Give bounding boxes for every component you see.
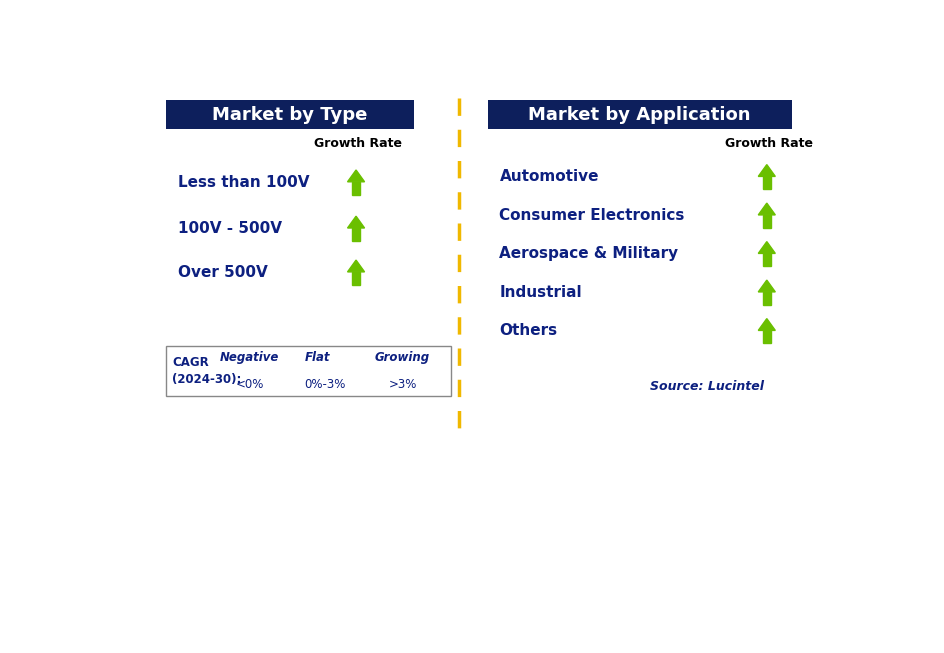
Polygon shape [334,368,349,375]
Polygon shape [427,372,433,383]
Polygon shape [757,165,774,176]
Text: <0%: <0% [235,378,263,391]
Polygon shape [351,182,360,195]
Polygon shape [347,260,364,272]
Text: Growing: Growing [375,351,430,364]
Polygon shape [762,292,770,305]
FancyBboxPatch shape [487,100,791,129]
Polygon shape [762,253,770,266]
Polygon shape [268,362,275,373]
FancyBboxPatch shape [166,346,451,396]
Polygon shape [757,203,774,215]
Text: Source: Lucintel: Source: Lucintel [649,380,764,393]
Polygon shape [757,242,774,253]
Text: Market by Application: Market by Application [528,106,750,123]
Polygon shape [351,228,360,241]
Text: >3%: >3% [388,378,416,391]
Polygon shape [351,272,360,285]
Text: Flat: Flat [304,351,329,364]
Polygon shape [423,362,437,372]
Text: Aerospace & Military: Aerospace & Military [498,246,678,261]
Polygon shape [762,330,770,343]
Text: Over 500V: Over 500V [177,265,267,280]
Polygon shape [347,216,364,228]
Text: Market by Type: Market by Type [212,106,367,123]
Text: 100V - 500V: 100V - 500V [177,221,281,236]
Polygon shape [757,280,774,292]
Polygon shape [762,176,770,189]
Polygon shape [347,170,364,182]
FancyBboxPatch shape [166,100,413,129]
Text: Others: Others [498,323,557,338]
Text: Negative: Negative [220,351,279,364]
Text: Growth Rate: Growth Rate [314,136,402,150]
Polygon shape [757,319,774,330]
Text: Automotive: Automotive [498,169,598,184]
Text: Consumer Electronics: Consumer Electronics [498,208,684,223]
Text: Growth Rate: Growth Rate [724,136,812,150]
Text: Less than 100V: Less than 100V [177,175,309,190]
Polygon shape [349,364,362,378]
Text: 0%-3%: 0%-3% [304,378,346,391]
Polygon shape [762,215,770,228]
Text: Industrial: Industrial [498,285,582,300]
Text: CAGR
(2024-30):: CAGR (2024-30): [172,357,242,387]
Polygon shape [265,373,278,383]
